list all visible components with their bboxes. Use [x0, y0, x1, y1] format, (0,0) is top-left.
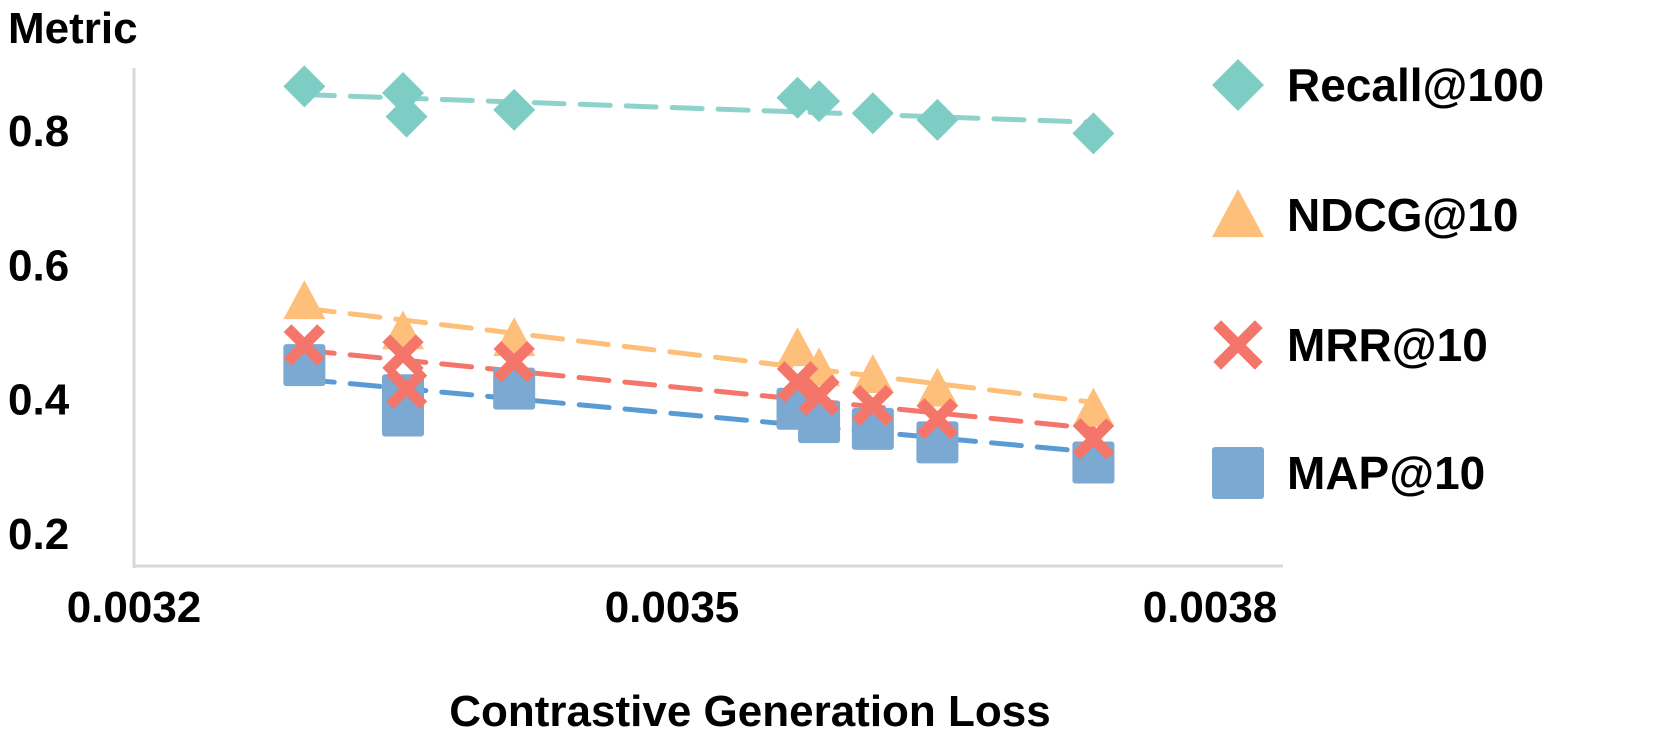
data-point-recall-100 [851, 92, 894, 135]
tick-labels: 0.0032 0.0035 0.0038 0.2 0.4 0.6 0.8 [8, 107, 1277, 632]
legend-label-ndcg-10: NDCG@10 [1287, 189, 1518, 241]
legend-marker-recall-100 [1212, 59, 1264, 111]
data-point-ndcg-10 [283, 280, 326, 320]
data-point-mrr-10 [283, 324, 326, 366]
data-point-mrr-10 [493, 341, 535, 383]
data-point-mrr-10 [1072, 418, 1115, 460]
x-axis-title: Contrastive Generation Loss [449, 687, 1050, 736]
legend-label-mrr-10: MRR@10 [1287, 319, 1488, 371]
legend-marker-ndcg-10 [1212, 189, 1264, 238]
data-point-recall-100 [916, 98, 959, 141]
trendlines [301, 92, 1096, 455]
x-tick-label: 0.0038 [1143, 583, 1278, 632]
data-point-mrr-10 [798, 374, 840, 416]
legend-label-recall-100: Recall@100 [1287, 59, 1544, 111]
axes: Metric Contrastive Generation Loss [8, 4, 1283, 736]
data-points [283, 65, 1115, 484]
legend-marker-map-10 [1212, 447, 1264, 499]
data-point-mrr-10 [916, 398, 959, 440]
y-tick-label: 0.2 [8, 510, 69, 559]
y-tick-label: 0.8 [8, 107, 69, 156]
x-tick-label: 0.0032 [67, 583, 202, 632]
data-point-ndcg-10 [851, 354, 894, 394]
data-point-recall-100 [493, 88, 536, 131]
legend-label-map-10: MAP@10 [1287, 447, 1485, 499]
data-point-mrr-10 [382, 334, 424, 376]
data-point-mrr-10 [852, 384, 894, 427]
data-point-recall-100 [1072, 112, 1115, 155]
x-tick-label: 0.0035 [605, 583, 740, 632]
data-point-mrr-10 [385, 367, 428, 410]
legend-marker-mrr-10 [1213, 320, 1263, 370]
legend: Recall@100 NDCG@10 MRR@10 MAP@10 [1212, 59, 1544, 499]
data-point-recall-100 [385, 95, 428, 138]
trendline-mrr-10 [301, 347, 1096, 431]
data-point-ndcg-10 [776, 327, 819, 367]
y-tick-label: 0.4 [8, 376, 70, 425]
data-point-ndcg-10 [1072, 387, 1115, 427]
trendline-ndcg-10 [301, 305, 1096, 405]
data-point-mrr-10 [776, 361, 819, 403]
trendline-map-10 [301, 376, 1096, 455]
trendline-recall-100 [301, 92, 1096, 125]
data-point-ndcg-10 [916, 367, 959, 407]
y-axis-title: Metric [8, 4, 138, 53]
data-point-recall-100 [283, 65, 326, 108]
data-point-recall-100 [798, 80, 841, 123]
y-tick-label: 0.6 [8, 241, 69, 290]
